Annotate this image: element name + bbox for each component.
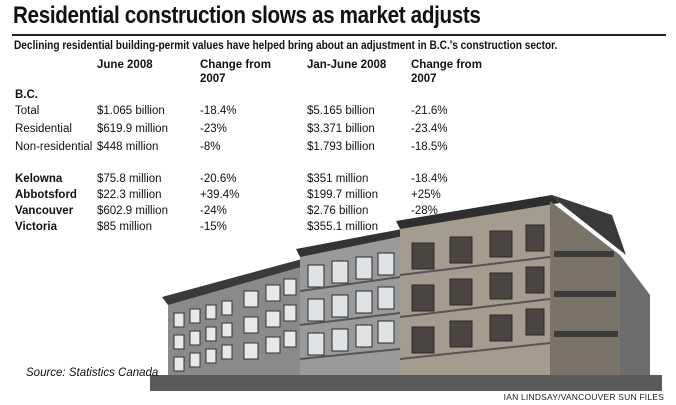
table-cell-chg1: -20.6% — [200, 173, 237, 185]
section-label-bc: B.C. — [15, 89, 38, 101]
table-cell-label: Abbotsford — [15, 189, 77, 201]
table-cell-june: $448 million — [97, 141, 159, 153]
table-cell-janjune: $5.165 billion — [307, 105, 375, 117]
table-cell-chg1: -23% — [200, 123, 227, 135]
table-cell-chg1: +39.4% — [200, 189, 240, 201]
table-cell-janjune: $3.371 billion — [307, 123, 375, 135]
table-cell-june: $619.9 million — [97, 123, 168, 135]
table-cell-chg2: -21.6% — [411, 105, 448, 117]
table-cell-chg2: -18.4% — [411, 173, 448, 185]
table-cell-label: Total — [15, 105, 40, 117]
table-cell-label: Kelowna — [15, 173, 63, 185]
col-header-june-2008: June 2008 — [97, 59, 153, 71]
table-cell-chg1: -8% — [200, 141, 221, 153]
table-cell-june: $1.065 billion — [97, 105, 165, 117]
table-cell-janjune: $199.7 million — [307, 189, 378, 201]
col-header-change-2-line2: 2007 — [411, 73, 437, 85]
table-cell-chg2: -23.4% — [411, 123, 448, 135]
table-cell-chg2: -18.5% — [411, 141, 448, 153]
table-cell-chg1: -18.4% — [200, 105, 237, 117]
table-cell-label: Residential — [15, 123, 72, 135]
table-cell-janjune: $351 million — [307, 173, 369, 185]
table-cell-chg1: -15% — [200, 221, 227, 233]
col-header-change-2-line1: Change from — [411, 59, 482, 71]
table-cell-june: $602.9 million — [97, 205, 168, 217]
source-note: Source: Statistics Canada — [26, 367, 159, 379]
building-photo — [150, 195, 662, 391]
headline: Residential construction slows as market… — [13, 2, 481, 29]
table-cell-chg2: -28% — [411, 205, 438, 217]
table-cell-june: $22.3 million — [97, 189, 162, 201]
table-cell-janjune: $355.1 million — [307, 221, 378, 233]
col-header-change-1-line2: 2007 — [200, 73, 226, 85]
table-cell-janjune: $2.76 billion — [307, 205, 369, 217]
photo-credit: IAN LINDSAY/VANCOUVER SUN FILES — [503, 392, 664, 402]
table-cell-chg2: +25% — [411, 189, 441, 201]
table-cell-june: $85 million — [97, 221, 152, 233]
table-cell-janjune: $1.793 billion — [307, 141, 375, 153]
col-header-jan-june-2008: Jan-June 2008 — [307, 59, 387, 71]
table-cell-label: Vancouver — [15, 205, 74, 217]
headline-rule — [12, 34, 666, 36]
col-header-change-1-line1: Change from — [200, 59, 271, 71]
subtitle: Declining residential building-permit va… — [14, 40, 558, 52]
table-cell-label: Victoria — [15, 221, 57, 233]
table-cell-june: $75.8 million — [97, 173, 162, 185]
table-cell-label: Non-residential — [15, 141, 93, 153]
table-cell-chg1: -24% — [200, 205, 227, 217]
